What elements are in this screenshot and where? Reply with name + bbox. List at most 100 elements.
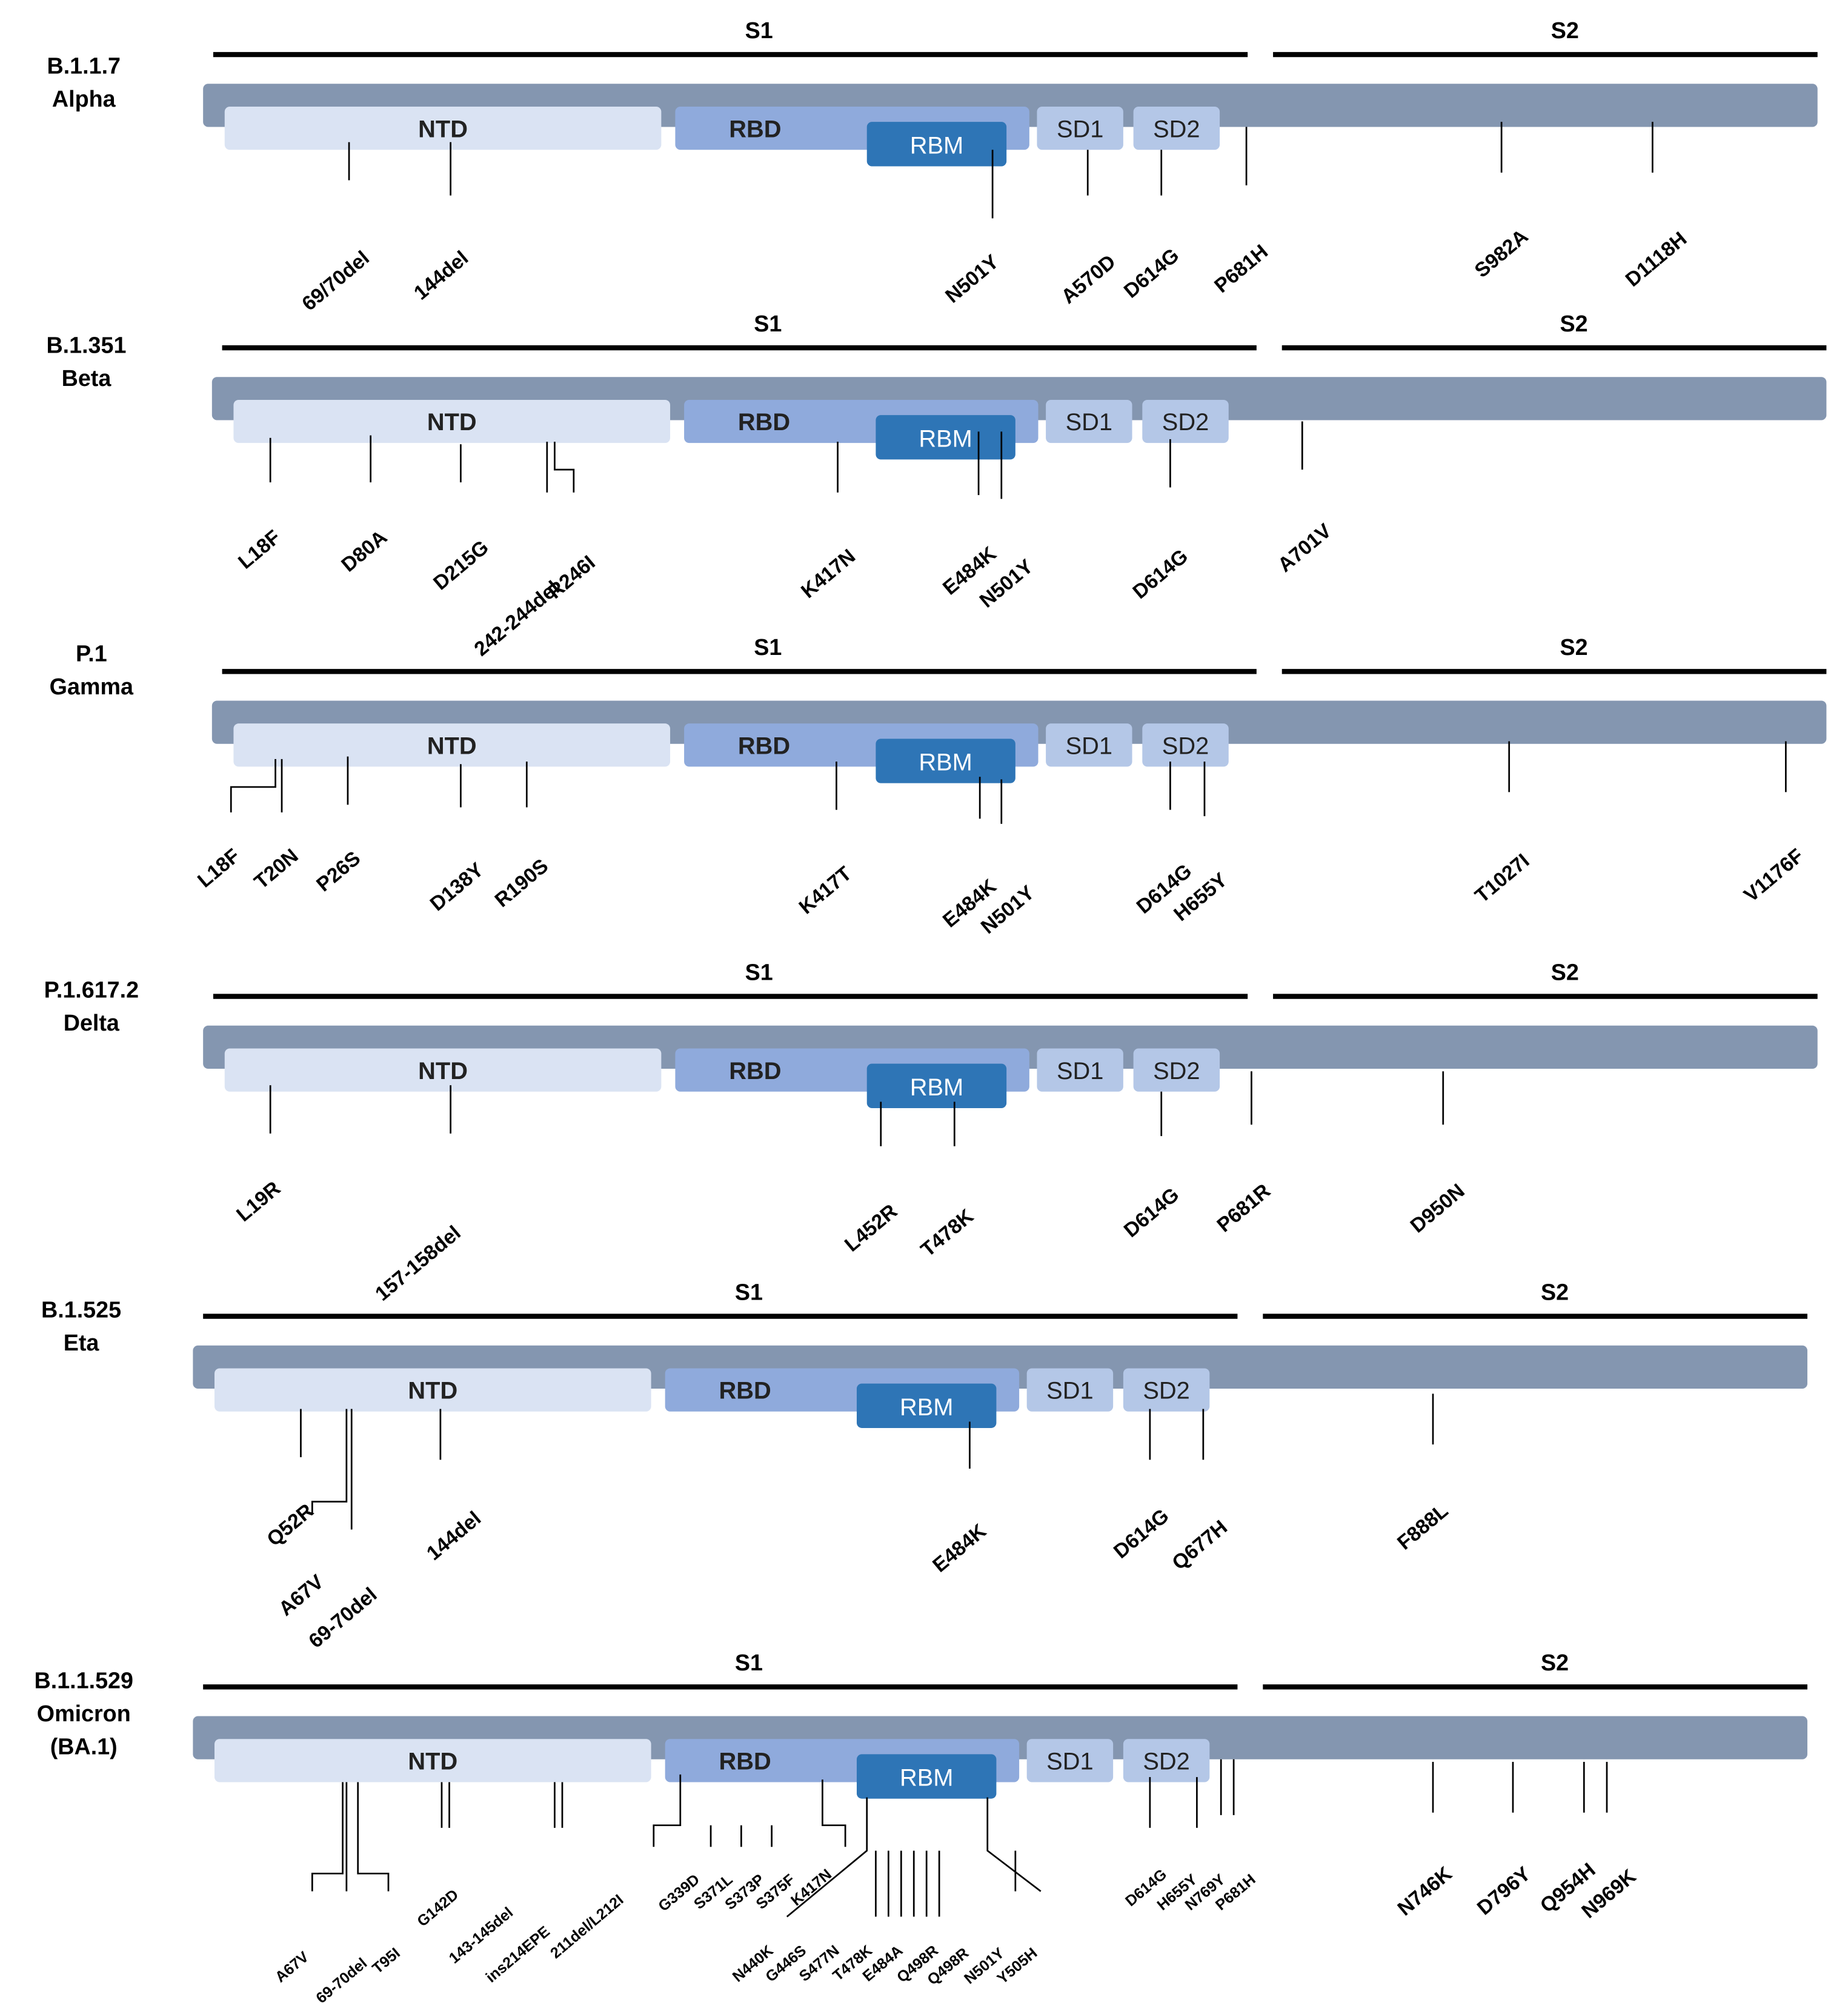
rbm-label: RBM (910, 132, 963, 159)
mutation-tick (230, 759, 276, 812)
mutation-label: D138Y (426, 859, 488, 915)
rbm-label: RBM (910, 1074, 963, 1101)
variant-label: B.1.1.529 (35, 1667, 133, 1693)
s1-label: S1 (754, 311, 782, 336)
s2-label: S2 (1551, 18, 1579, 43)
sd1-label: SD1 (1057, 1058, 1103, 1085)
ntd-domain (224, 106, 662, 150)
variant-row: B.1.1.529 Omicron (BA.1) S1 S2 NTD RBD SD1 SD2 RB… (35, 1650, 1807, 2003)
rbm-label: RBM (919, 749, 972, 776)
rbd-label: RBD (729, 1058, 781, 1085)
mutation-label: Q52R (263, 1500, 318, 1551)
mutation-label: 157-158del (371, 1221, 465, 1306)
mutation-label: A67V (274, 1570, 328, 1621)
mutation-tick (554, 442, 575, 493)
sd2-label: SD2 (1143, 1749, 1189, 1775)
ntd-label: NTD (408, 1749, 457, 1775)
rbm-domain (866, 122, 1007, 167)
ntd-domain (233, 399, 671, 443)
mutation-label: A701V (1274, 519, 1336, 577)
variant-row: B.1.351 Beta S1 S2 NTD RBD SD1 SD2 RBM L18F D80A D2… (46, 311, 1827, 660)
sd2-label: SD2 (1162, 409, 1209, 436)
rbm-domain (856, 1754, 997, 1799)
mutation-tick (311, 1782, 344, 1892)
sd2-domain (1142, 399, 1229, 443)
mutation-tick (653, 1774, 682, 1847)
variant-row: P.1 Gamma S1 S2 NTD RBD SD1 SD2 RBM L18F T20N P26S D… (50, 634, 1827, 938)
s1-label: S1 (745, 959, 773, 985)
ntd-domain (214, 1368, 651, 1412)
mutation-label: L18F (234, 526, 285, 574)
rbm-label: RBM (900, 1765, 953, 1792)
s1-label: S1 (735, 1650, 763, 1675)
sd1-domain (1026, 1368, 1114, 1412)
variant-label: P.1 (76, 641, 107, 666)
rbd-label: RBD (738, 732, 790, 759)
mutation-label: K417T (795, 862, 856, 918)
mutation-label: D1118H (1621, 228, 1691, 291)
mutation-label: D614G (1120, 244, 1183, 303)
mutation-label: R246I (543, 551, 599, 603)
s2-label: S2 (1560, 311, 1587, 336)
mutation-label: N746K (1394, 1862, 1457, 1920)
mutation-label: 211del/L212I (547, 1892, 627, 1962)
mutation-label: D80A (337, 526, 391, 576)
ntd-label: NTD (418, 116, 468, 142)
sd1-label: SD1 (1046, 1749, 1093, 1775)
mutation-label: 69-70del (313, 1955, 370, 2003)
sd2-domain (1123, 1368, 1210, 1412)
s2-label: S2 (1560, 634, 1587, 660)
mutation-label: L19R (233, 1177, 285, 1226)
s1-label: S1 (735, 1279, 763, 1304)
sd1-label: SD1 (1046, 1378, 1093, 1404)
rbm-domain (856, 1383, 997, 1428)
mutation-label: E484K (929, 1520, 991, 1577)
variant-label: Alpha (52, 86, 116, 111)
mutation-tick (311, 1409, 348, 1513)
sd2-label: SD2 (1162, 732, 1209, 759)
s2-label: S2 (1551, 959, 1579, 985)
mutation-label: N501Y (942, 251, 1003, 308)
mutation-tick (786, 1797, 868, 1918)
sd1-label: SD1 (1066, 409, 1112, 436)
mutation-label: D796Y (1473, 1862, 1535, 1919)
mutation-label: S982A (1471, 225, 1532, 282)
mutation-label: P26S (313, 847, 365, 896)
sd1-domain (1037, 106, 1123, 150)
sd2-domain (1142, 723, 1229, 767)
mutation-label: T95I (369, 1945, 404, 1978)
mutation-label: F888L (1393, 1500, 1452, 1555)
sd1-domain (1026, 1739, 1114, 1782)
mutation-label: A570D (1057, 251, 1120, 308)
rbd-label: RBD (719, 1378, 771, 1404)
mutation-label: T1027I (1471, 849, 1534, 907)
sd2-domain (1133, 1048, 1220, 1092)
sd2-domain (1123, 1739, 1210, 1782)
mutation-tick (986, 1797, 1042, 1892)
rbd-label: RBD (729, 116, 781, 142)
variant-label: B.1.351 (46, 332, 126, 357)
ntd-label: NTD (418, 1058, 468, 1085)
sd2-domain (1133, 106, 1220, 150)
mutation-label: K417N (797, 545, 860, 603)
mutation-label: R190S (491, 855, 553, 912)
s1-label: S1 (754, 634, 782, 660)
sd1-domain (1037, 1048, 1123, 1092)
rbm-domain (876, 739, 1015, 783)
variant-row: P.1.617.2 Delta S1 S2 NTD RBD SD1 SD2 RBM L19R 157… (44, 959, 1818, 1306)
mutation-label: D614G (1109, 1504, 1173, 1563)
mutation-label: P681R (1213, 1180, 1275, 1237)
sd1-domain (1046, 399, 1132, 443)
ntd-domain (224, 1048, 662, 1092)
mutation-label: L452R (840, 1200, 902, 1257)
mutation-label: Q677H (1168, 1516, 1232, 1575)
mutation-label: 144del (422, 1507, 485, 1565)
sd1-label: SD1 (1057, 116, 1103, 142)
rbm-domain (876, 415, 1015, 460)
mutation-label: 69/70del (298, 247, 374, 315)
variant-label: B.1.525 (41, 1297, 121, 1323)
ntd-domain (233, 723, 671, 767)
mutation-label: D614G (1120, 1183, 1183, 1242)
